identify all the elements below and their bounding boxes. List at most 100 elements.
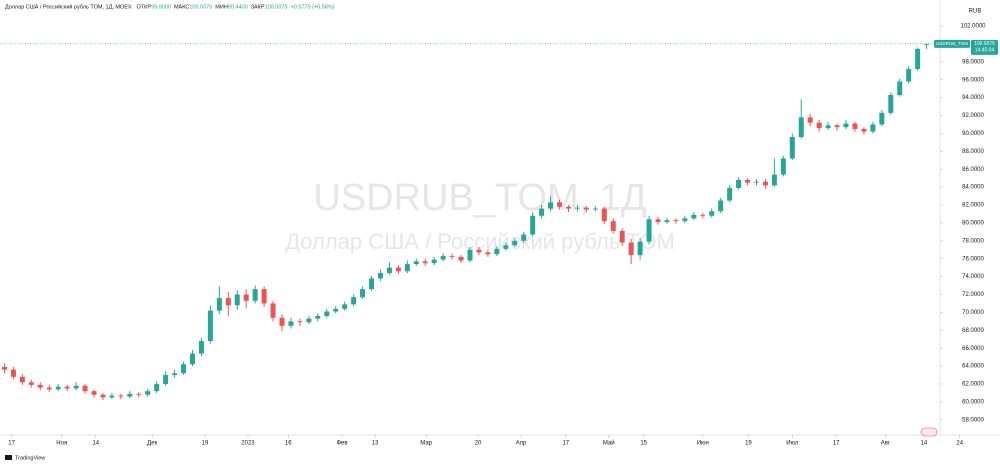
candle-body xyxy=(324,311,330,316)
candle-body xyxy=(601,208,607,222)
candle-body xyxy=(413,261,419,265)
y-tick-label: 76.0000 xyxy=(962,256,984,262)
y-tick-label: 98.0000 xyxy=(962,59,984,65)
candle-body xyxy=(306,318,312,323)
candle-body xyxy=(28,382,34,385)
candle-body xyxy=(700,214,706,216)
candle-body xyxy=(762,181,768,186)
x-tick-label: Фев xyxy=(336,441,347,447)
candle-body xyxy=(530,215,536,235)
watermark-subtitle: Доллар США / Российский рубль TOM xyxy=(285,229,675,254)
candle-body xyxy=(565,206,571,209)
y-tick-label: 78.0000 xyxy=(962,238,984,244)
y-tick-label: 60.0000 xyxy=(962,399,984,405)
candle-body xyxy=(1,366,7,370)
legend-value: 99.4400 xyxy=(228,4,248,10)
candle-body xyxy=(843,123,849,128)
x-tick-label: Июл xyxy=(786,441,799,447)
x-tick-label: 15 xyxy=(640,441,647,447)
candle-body xyxy=(19,376,25,383)
legend-value: 99.9000 xyxy=(151,4,171,10)
candle-body xyxy=(440,256,446,260)
candle-body xyxy=(145,391,151,395)
y-tick-label: 64.0000 xyxy=(962,364,984,370)
y-tick-label: 94.0000 xyxy=(962,95,984,101)
candle-body xyxy=(574,207,580,209)
watermark: USDRUB_TOM, 1Д xyxy=(313,177,647,219)
go-to-realtime[interactable] xyxy=(920,427,938,437)
y-tick-label: 86.0000 xyxy=(962,167,984,173)
candle-body xyxy=(315,315,321,319)
candle-body xyxy=(834,125,840,128)
candle-body xyxy=(181,364,187,374)
candle-body xyxy=(467,249,473,261)
legend-label: МИН xyxy=(215,4,228,10)
candle-body xyxy=(261,289,267,304)
candle-body xyxy=(879,112,885,125)
x-tick-label: 2023 xyxy=(241,441,255,447)
y-tick-label: 80.0000 xyxy=(962,220,984,226)
candle-body xyxy=(494,248,500,255)
candle-body xyxy=(655,219,661,223)
candle-body xyxy=(37,384,43,388)
y-tick-label: 90.0000 xyxy=(962,131,984,137)
candle-body xyxy=(127,393,133,397)
legend-label: ОТКР xyxy=(137,4,152,10)
y-tick-label: 84.0000 xyxy=(962,185,984,191)
candle-body xyxy=(154,383,160,392)
candle-body xyxy=(297,321,303,323)
candle-body xyxy=(888,94,894,113)
x-tick-label: 16 xyxy=(285,441,292,447)
candle-body xyxy=(897,81,903,95)
candle-body xyxy=(825,125,831,129)
price-tag-value: 100.0075 xyxy=(974,41,995,47)
candle-body xyxy=(351,297,357,305)
candle-body xyxy=(664,220,670,223)
candle-body xyxy=(100,394,106,398)
candle-body xyxy=(333,308,339,312)
candle-body xyxy=(915,49,921,69)
candle-body xyxy=(807,117,813,123)
candle-body xyxy=(789,136,795,159)
currency-label: RUB xyxy=(969,9,982,15)
candle-body xyxy=(906,68,912,82)
y-tick-label: 82.0000 xyxy=(962,203,984,209)
candle-body xyxy=(870,124,876,132)
candle-body xyxy=(82,385,88,392)
legend-title: Доллар США / Российский рубль TOM, 1Д, M… xyxy=(5,3,132,10)
tradingview-logo: TradingView xyxy=(5,455,45,461)
candle-body xyxy=(136,393,142,395)
symbol-tag-text: USDRUB_TOM xyxy=(936,41,968,46)
candle-body xyxy=(252,289,258,301)
candle-body xyxy=(342,304,348,309)
candle-body xyxy=(46,387,52,390)
candle-body xyxy=(780,158,786,175)
logo-mark xyxy=(5,455,12,460)
candle-body xyxy=(610,221,616,231)
candle-body xyxy=(548,202,554,209)
price-tag xyxy=(971,39,998,55)
x-tick-label: Апр xyxy=(516,441,527,447)
candle-body xyxy=(852,123,858,129)
scroll-button[interactable] xyxy=(920,427,938,437)
candle-body xyxy=(198,341,204,354)
y-tick-label: 92.0000 xyxy=(962,113,984,119)
candle-body xyxy=(485,252,491,255)
candle-body xyxy=(118,395,124,397)
x-tick-label: 19 xyxy=(202,441,209,447)
candle-body xyxy=(753,181,759,183)
candle-body xyxy=(628,242,634,256)
y-tick-label: 74.0000 xyxy=(962,274,984,280)
candle-body xyxy=(709,211,715,216)
x-tick-label: 13 xyxy=(372,441,379,447)
candle-body xyxy=(512,240,518,246)
candle-body xyxy=(163,375,169,384)
x-tick-label: Дек xyxy=(147,441,157,447)
candle-body xyxy=(395,267,401,272)
legend: Доллар США / Российский рубль TOM, 1Д, M… xyxy=(5,3,335,10)
legend-label: МАКС xyxy=(174,4,189,10)
y-tick-label: 72.0000 xyxy=(962,292,984,298)
